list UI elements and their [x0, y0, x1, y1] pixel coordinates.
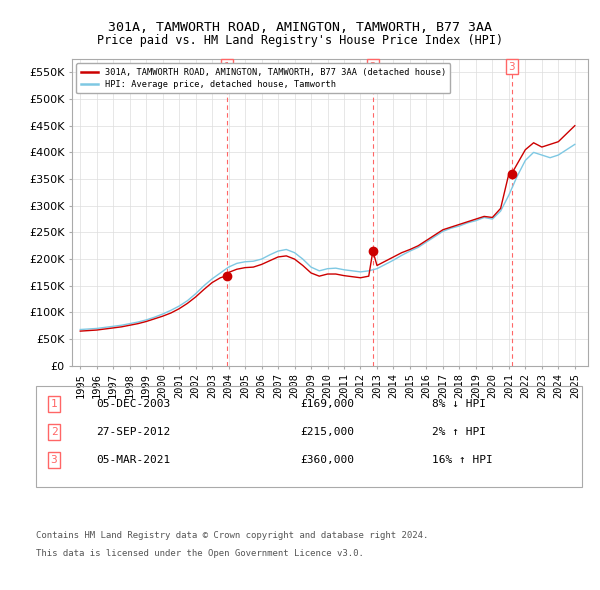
Text: 3: 3	[50, 455, 58, 465]
Text: 8% ↓ HPI: 8% ↓ HPI	[432, 399, 486, 409]
Text: 1: 1	[50, 399, 58, 409]
Legend: 301A, TAMWORTH ROAD, AMINGTON, TAMWORTH, B77 3AA (detached house), HPI: Average : 301A, TAMWORTH ROAD, AMINGTON, TAMWORTH,…	[76, 63, 450, 93]
Text: 2% ↑ HPI: 2% ↑ HPI	[432, 427, 486, 437]
Text: Price paid vs. HM Land Registry's House Price Index (HPI): Price paid vs. HM Land Registry's House …	[97, 34, 503, 47]
Text: £169,000: £169,000	[300, 399, 354, 409]
Text: £360,000: £360,000	[300, 455, 354, 465]
Text: 2: 2	[370, 62, 376, 71]
Text: 16% ↑ HPI: 16% ↑ HPI	[432, 455, 493, 465]
Text: 05-MAR-2021: 05-MAR-2021	[96, 455, 170, 465]
Text: 27-SEP-2012: 27-SEP-2012	[96, 427, 170, 437]
Text: 1: 1	[224, 62, 230, 71]
Text: 301A, TAMWORTH ROAD, AMINGTON, TAMWORTH, B77 3AA: 301A, TAMWORTH ROAD, AMINGTON, TAMWORTH,…	[108, 21, 492, 34]
Text: 3: 3	[508, 62, 515, 71]
Text: 2: 2	[50, 427, 58, 437]
Text: £215,000: £215,000	[300, 427, 354, 437]
Text: This data is licensed under the Open Government Licence v3.0.: This data is licensed under the Open Gov…	[36, 549, 364, 558]
Text: Contains HM Land Registry data © Crown copyright and database right 2024.: Contains HM Land Registry data © Crown c…	[36, 531, 428, 540]
Text: 05-DEC-2003: 05-DEC-2003	[96, 399, 170, 409]
